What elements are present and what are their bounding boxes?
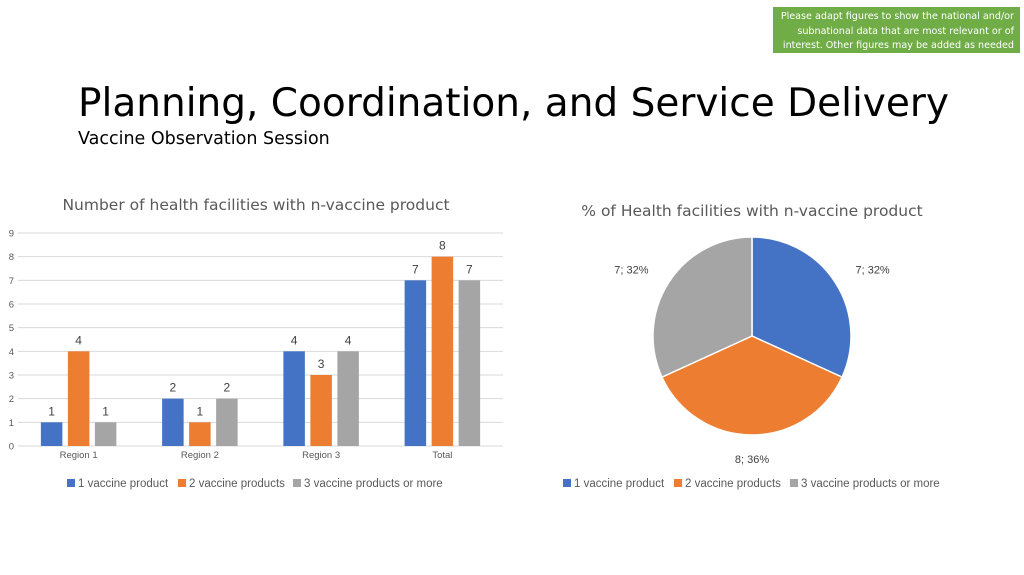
x-tick-label: Region 2: [181, 450, 219, 461]
x-tick-label: Total: [432, 450, 452, 461]
bar: [189, 422, 211, 446]
bar: [162, 398, 184, 446]
bar: [404, 280, 427, 446]
pie-slice: [751, 236, 852, 379]
bar-chart-legend: 1 vaccine product 2 vaccine products 3 vac…: [67, 478, 443, 490]
y-tick-label: 3: [9, 371, 14, 382]
bar: [216, 398, 238, 446]
bar-chart-title: Number of health facilities with n-vacci…: [62, 196, 449, 214]
legend-label: 1 vaccine product: [574, 478, 665, 490]
pie-data-label: 7; 32%: [855, 265, 889, 277]
legend-swatch: [293, 479, 301, 487]
x-tick-label: Region 1: [60, 450, 98, 461]
bar-data-label: 4: [75, 333, 82, 347]
y-tick-label: 2: [9, 394, 14, 405]
bar: [283, 351, 305, 446]
bar-data-label: 7: [412, 262, 419, 276]
slide-title: Planning, Coordination, and Service Deli…: [78, 81, 949, 126]
pie-slice: [652, 236, 753, 379]
y-tick-label: 8: [9, 252, 14, 263]
bar-data-label: 4: [345, 333, 352, 347]
y-tick-label: 0: [9, 442, 14, 453]
pie-data-label: 7; 32%: [614, 265, 648, 277]
bar-data-label: 1: [102, 404, 109, 418]
bar-data-label: 8: [439, 239, 446, 253]
y-tick-label: 7: [9, 276, 14, 287]
pie-chart-legend: 1 vaccine product 2 vaccine products 3 vac…: [563, 478, 940, 490]
bar-data-label: 2: [170, 381, 177, 395]
pie-chart-title: % of Health facilities with n-vaccine pr…: [581, 202, 922, 220]
bar: [431, 256, 454, 446]
bar-data-label: 1: [48, 404, 55, 418]
legend-label: 3 vaccine products or more: [801, 478, 940, 490]
pie-slice: [660, 335, 844, 436]
bar: [67, 351, 90, 446]
bar-chart: Number of health facilities with n-vacci…: [9, 196, 503, 490]
bar-data-label: 1: [197, 404, 204, 418]
bar: [337, 351, 359, 446]
bar-data-label: 3: [318, 357, 325, 371]
adapt-figures-note: Please adapt figures to show the nationa…: [773, 7, 1020, 53]
bar: [458, 280, 481, 446]
legend-swatch: [178, 479, 186, 487]
y-tick-label: 9: [9, 229, 14, 240]
bar: [310, 375, 332, 446]
legend-swatch: [790, 479, 798, 487]
slide-subtitle: Vaccine Observation Session: [78, 129, 330, 149]
legend-label: 1 vaccine product: [78, 478, 169, 490]
y-tick-label: 1: [9, 418, 14, 429]
legend-label: 3 vaccine products or more: [304, 478, 443, 490]
bar-data-label: 2: [224, 381, 231, 395]
bar: [40, 422, 63, 446]
legend-label: 2 vaccine products: [189, 478, 285, 490]
y-tick-label: 5: [9, 323, 14, 334]
bar: [94, 422, 117, 446]
y-tick-label: 4: [9, 347, 14, 358]
legend-swatch: [674, 479, 682, 487]
bar-data-label: 7: [466, 262, 473, 276]
legend-swatch: [563, 479, 571, 487]
x-tick-label: Region 3: [302, 450, 340, 461]
pie-data-label: 8; 36%: [735, 454, 769, 466]
y-tick-label: 6: [9, 300, 14, 311]
bar-data-label: 4: [291, 333, 298, 347]
legend-swatch: [67, 479, 75, 487]
legend-label: 2 vaccine products: [685, 478, 781, 490]
